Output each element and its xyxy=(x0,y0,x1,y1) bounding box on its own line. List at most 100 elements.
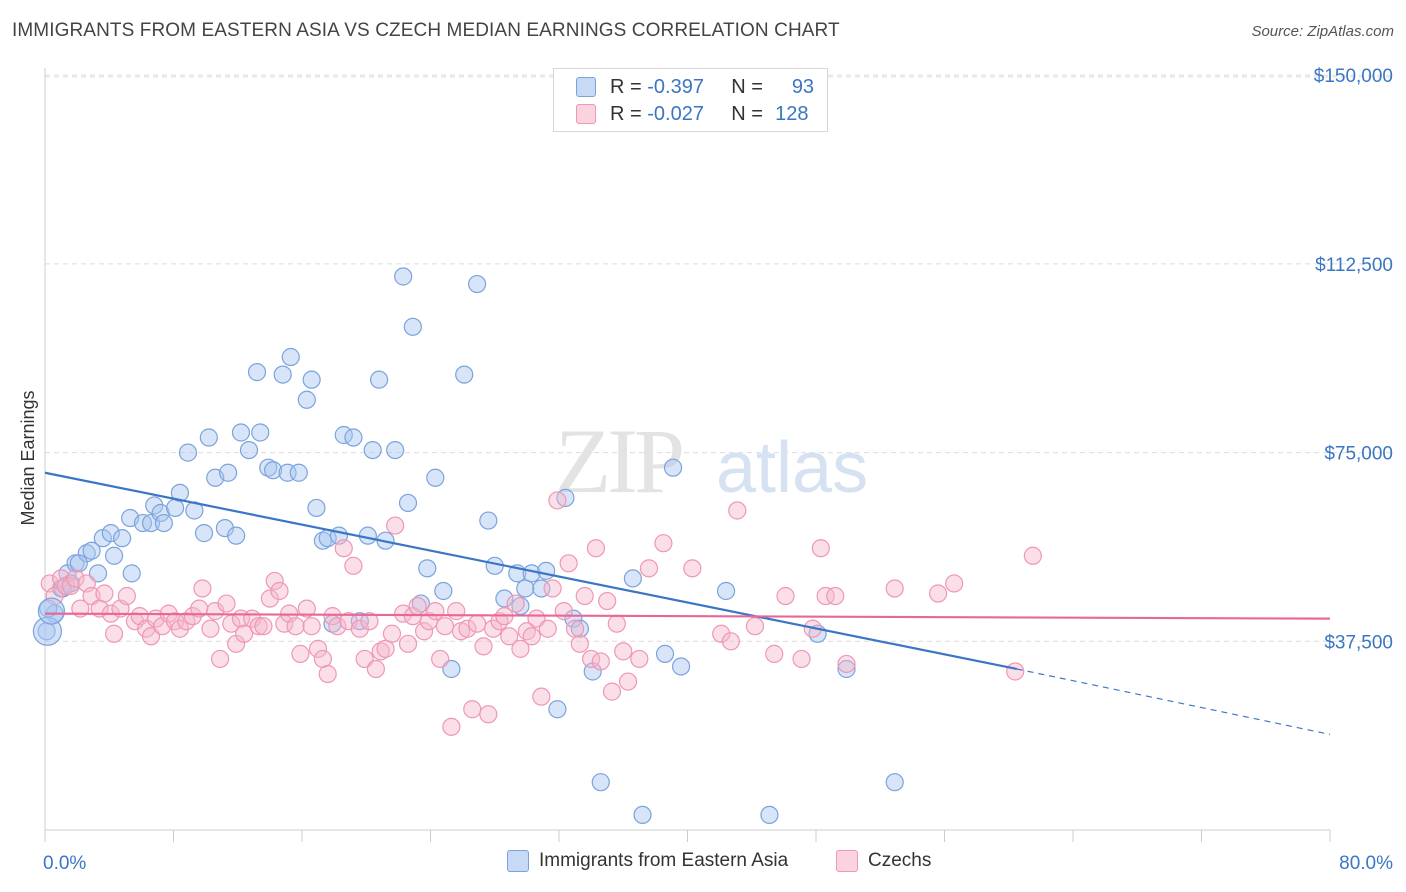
data-point xyxy=(370,370,389,389)
legend-row-eastern-asia: R = -0.397 N = 93 xyxy=(576,74,814,100)
data-point xyxy=(633,805,652,825)
data-point xyxy=(765,644,784,663)
data-point xyxy=(259,458,278,477)
data-point xyxy=(607,614,626,633)
data-point xyxy=(270,581,289,601)
data-point xyxy=(344,556,363,575)
data-point xyxy=(760,805,779,825)
data-point xyxy=(265,571,284,591)
data-point xyxy=(570,634,589,653)
data-point xyxy=(565,619,585,638)
data-point xyxy=(1023,546,1042,565)
data-point xyxy=(516,579,535,598)
data-point xyxy=(543,579,562,598)
data-point xyxy=(570,619,589,638)
legend-swatch-pink xyxy=(836,850,858,872)
legend-item-eastern-asia[interactable]: Immigrants from Eastern Asia xyxy=(507,850,788,872)
data-point xyxy=(360,612,379,631)
legend-item-czechs[interactable]: Czechs xyxy=(836,850,931,872)
data-point xyxy=(307,498,326,518)
data-point xyxy=(193,579,212,598)
data-point xyxy=(928,584,948,603)
data-point xyxy=(716,581,736,601)
data-point xyxy=(532,687,551,706)
data-point xyxy=(945,574,964,593)
data-point xyxy=(247,363,267,382)
data-point xyxy=(82,541,101,560)
data-point xyxy=(418,559,437,578)
data-point xyxy=(495,589,514,608)
data-point xyxy=(548,491,567,510)
data-point xyxy=(291,644,310,663)
data-point xyxy=(559,554,578,573)
data-point xyxy=(408,596,427,616)
trendline-eastern-asia-extension xyxy=(1016,668,1331,735)
legend-n-value: 128 xyxy=(775,102,809,125)
data-point xyxy=(235,624,254,643)
data-point xyxy=(442,717,461,736)
data-point xyxy=(251,423,270,442)
data-point xyxy=(403,317,422,336)
data-point xyxy=(537,561,556,580)
data-point xyxy=(467,614,487,633)
legend-r-label: R = xyxy=(610,102,642,125)
data-point xyxy=(166,498,185,518)
data-point xyxy=(431,649,450,669)
data-point xyxy=(506,594,525,613)
data-point xyxy=(398,634,418,653)
trendlines xyxy=(44,471,1331,735)
data-point xyxy=(517,622,536,641)
data-point xyxy=(112,529,132,548)
data-point xyxy=(663,458,683,477)
data-point xyxy=(227,526,246,545)
data-point xyxy=(178,443,198,462)
data-point xyxy=(145,496,164,515)
trendline-czechs xyxy=(44,612,1331,620)
data-point xyxy=(602,682,622,701)
data-point xyxy=(281,347,300,367)
data-point xyxy=(66,569,85,588)
data-point xyxy=(398,493,418,513)
data-point xyxy=(885,773,904,792)
data-point xyxy=(263,461,283,480)
data-point xyxy=(302,617,321,636)
data-point xyxy=(101,524,120,543)
data-point xyxy=(463,700,482,719)
data-point xyxy=(318,664,337,684)
data-point xyxy=(249,617,268,636)
data-point xyxy=(479,705,498,724)
legend-swatch-blue xyxy=(576,77,596,97)
data-point xyxy=(386,516,405,535)
data-point xyxy=(614,642,633,661)
data-point xyxy=(479,511,498,530)
data-point xyxy=(201,619,220,638)
data-point xyxy=(170,483,190,502)
data-point xyxy=(591,773,610,792)
data-point xyxy=(671,657,691,676)
data-point xyxy=(426,602,445,621)
data-point xyxy=(210,649,230,669)
data-point xyxy=(194,524,214,543)
data-point xyxy=(386,440,405,460)
data-point xyxy=(254,617,273,636)
data-point xyxy=(302,370,321,389)
data-point xyxy=(484,619,503,638)
data-point xyxy=(231,423,251,442)
data-point xyxy=(154,513,173,533)
tick-labels: $37,500 $75,000 $112,500 $150,000 0.0% 80.0% xyxy=(43,66,1393,874)
source-label: Source: ZipAtlas.com xyxy=(1251,23,1394,40)
watermark: ZIP atlas xyxy=(555,410,868,512)
data-point xyxy=(334,539,353,558)
data-point xyxy=(837,659,856,679)
data-point xyxy=(328,617,347,636)
y-tick-label: $150,000 xyxy=(1314,66,1393,87)
data-point xyxy=(548,700,567,719)
y-tick-label: $112,500 xyxy=(1315,255,1393,276)
data-point xyxy=(447,602,466,621)
data-point xyxy=(69,554,88,573)
legend-r-label: R = xyxy=(610,75,642,98)
data-point xyxy=(217,594,236,613)
data-point xyxy=(122,564,141,583)
data-point xyxy=(350,619,369,638)
data-point xyxy=(654,534,673,553)
